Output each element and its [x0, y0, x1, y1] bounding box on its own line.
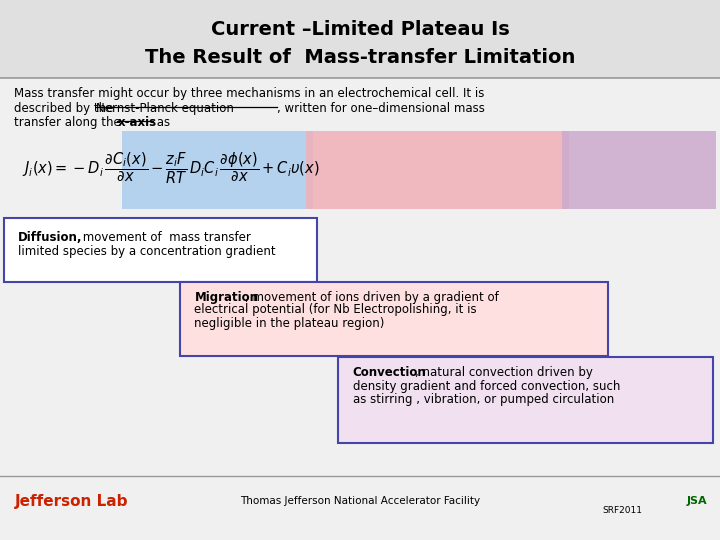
Text: negligible in the plateau region): negligible in the plateau region) [194, 317, 384, 330]
Text: density gradient and forced convection, such: density gradient and forced convection, … [353, 380, 620, 393]
Text: transfer along the: transfer along the [14, 116, 125, 129]
Text: movement of  mass transfer: movement of mass transfer [79, 231, 251, 244]
Text: as: as [153, 116, 170, 129]
Text: limited species by a concentration gradient: limited species by a concentration gradi… [18, 245, 276, 258]
Text: electrical potential (for Nb Electropolishing, it is: electrical potential (for Nb Electropoli… [194, 303, 477, 316]
FancyBboxPatch shape [562, 131, 716, 209]
Text: as stirring , vibration, or pumped circulation: as stirring , vibration, or pumped circu… [353, 393, 614, 406]
Text: described by the: described by the [14, 102, 117, 114]
Text: Thomas Jefferson National Accelerator Facility: Thomas Jefferson National Accelerator Fa… [240, 496, 480, 506]
Text: x-axis: x-axis [117, 116, 156, 129]
FancyBboxPatch shape [180, 282, 608, 356]
Text: The Result of  Mass-transfer Limitation: The Result of Mass-transfer Limitation [145, 48, 575, 68]
Text: JSA: JSA [687, 496, 707, 506]
Text: Convection: Convection [353, 366, 426, 379]
Text: , natural convection driven by: , natural convection driven by [415, 366, 593, 379]
FancyBboxPatch shape [306, 131, 569, 209]
Text: Mass transfer might occur by three mechanisms in an electrochemical cell. It is: Mass transfer might occur by three mecha… [14, 87, 485, 100]
FancyBboxPatch shape [338, 357, 713, 443]
Text: Diffusion,: Diffusion, [18, 231, 83, 244]
Text: SRF2011: SRF2011 [603, 506, 643, 515]
Text: $J_{i}(x) = -D_{i}\,\dfrac{\partial C_{i}(x)}{\partial x} - \dfrac{z_{i}F}{RT}\,: $J_{i}(x) = -D_{i}\,\dfrac{\partial C_{i… [22, 151, 319, 186]
FancyBboxPatch shape [4, 218, 317, 282]
Text: , movement of ions driven by a gradient of: , movement of ions driven by a gradient … [245, 291, 498, 303]
FancyBboxPatch shape [0, 0, 720, 78]
FancyBboxPatch shape [122, 131, 313, 209]
Text: , written for one–dimensional mass: , written for one–dimensional mass [277, 102, 485, 114]
Text: Current –Limited Plateau Is: Current –Limited Plateau Is [211, 20, 509, 39]
Text: Jefferson Lab: Jefferson Lab [14, 494, 128, 509]
Text: Migration: Migration [194, 291, 258, 303]
Text: Nernst-Planck equation: Nernst-Planck equation [96, 102, 233, 114]
